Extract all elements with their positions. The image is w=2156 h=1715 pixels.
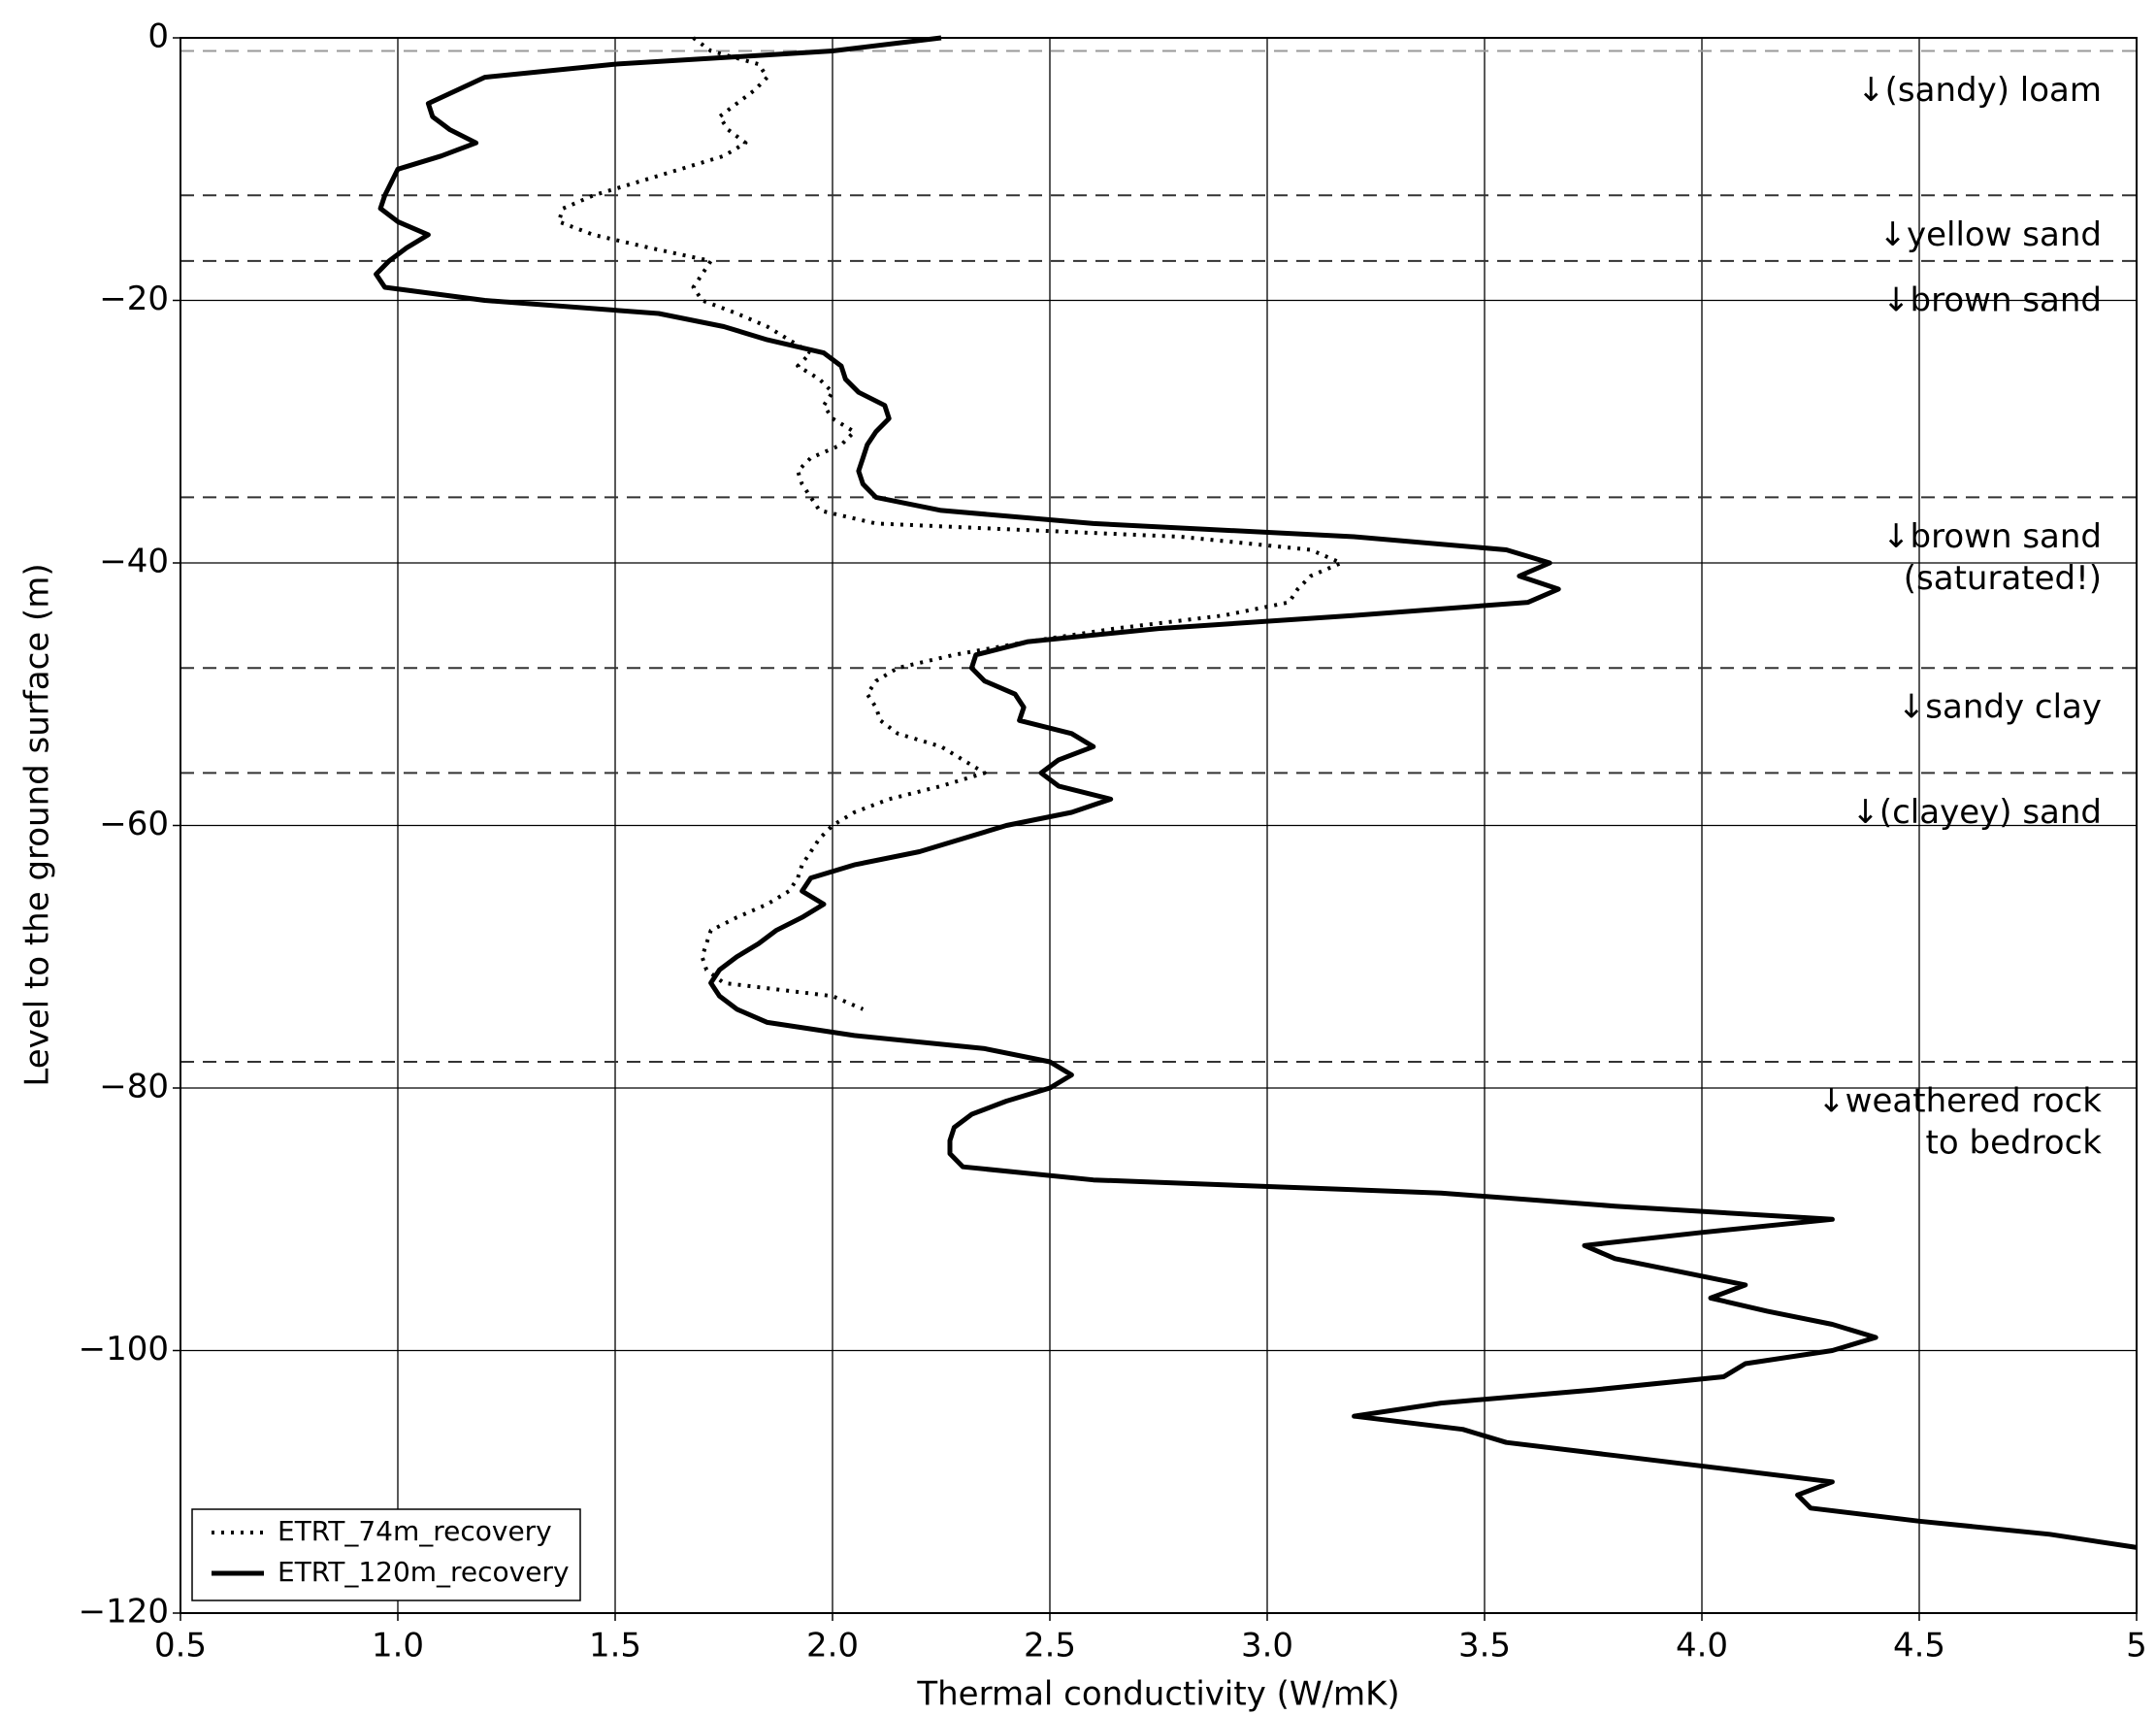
x-tick-label: 3.5	[1458, 1627, 1511, 1666]
y-tick-label: −120	[79, 1593, 169, 1632]
legend-label: ETRT_74m_recovery	[278, 1515, 552, 1547]
layer-label: ↓brown sand	[1882, 517, 2102, 556]
x-tick-label: 4.5	[1893, 1627, 1945, 1666]
series-line	[374, 35, 2138, 1550]
x-tick-label: 5	[2126, 1627, 2147, 1666]
y-tick-label: −60	[99, 805, 169, 843]
layer-label: ↓(clayey) sand	[1851, 793, 2102, 832]
x-tick-label: 4.0	[1676, 1627, 1728, 1666]
y-tick-label: −20	[99, 280, 169, 318]
x-tick-label: 3.0	[1241, 1627, 1293, 1666]
x-tick-label: 2.0	[806, 1627, 859, 1666]
layer-label: ↓weathered rock	[1817, 1081, 2102, 1120]
legend-label: ETRT_120m_recovery	[278, 1556, 570, 1588]
x-tick-label: 0.5	[154, 1627, 207, 1666]
y-tick-label: −40	[99, 543, 169, 581]
layer-label: (saturated!)	[1904, 559, 2102, 598]
legend-box	[191, 1508, 581, 1601]
y-axis-label: Level to the ground surface (m)	[18, 563, 57, 1086]
x-tick-label: 1.0	[372, 1627, 424, 1666]
layer-label: to bedrock	[1926, 1123, 2103, 1162]
x-axis-label: Thermal conductivity (W/mK)	[916, 1675, 1399, 1714]
y-tick-label: −100	[79, 1330, 169, 1369]
layer-label: ↓sandy clay	[1898, 688, 2102, 727]
layer-label: ↓brown sand	[1882, 280, 2102, 319]
layer-label: ↓yellow sand	[1878, 215, 2102, 254]
layer-label: ↓(sandy) loam	[1857, 71, 2102, 110]
plot-frame	[180, 37, 2138, 1614]
x-tick-label: 2.5	[1024, 1627, 1076, 1666]
series-line	[556, 36, 1344, 1011]
x-tick-label: 1.5	[589, 1627, 641, 1666]
y-tick-label: −80	[99, 1068, 169, 1106]
y-tick-label: 0	[147, 17, 169, 56]
